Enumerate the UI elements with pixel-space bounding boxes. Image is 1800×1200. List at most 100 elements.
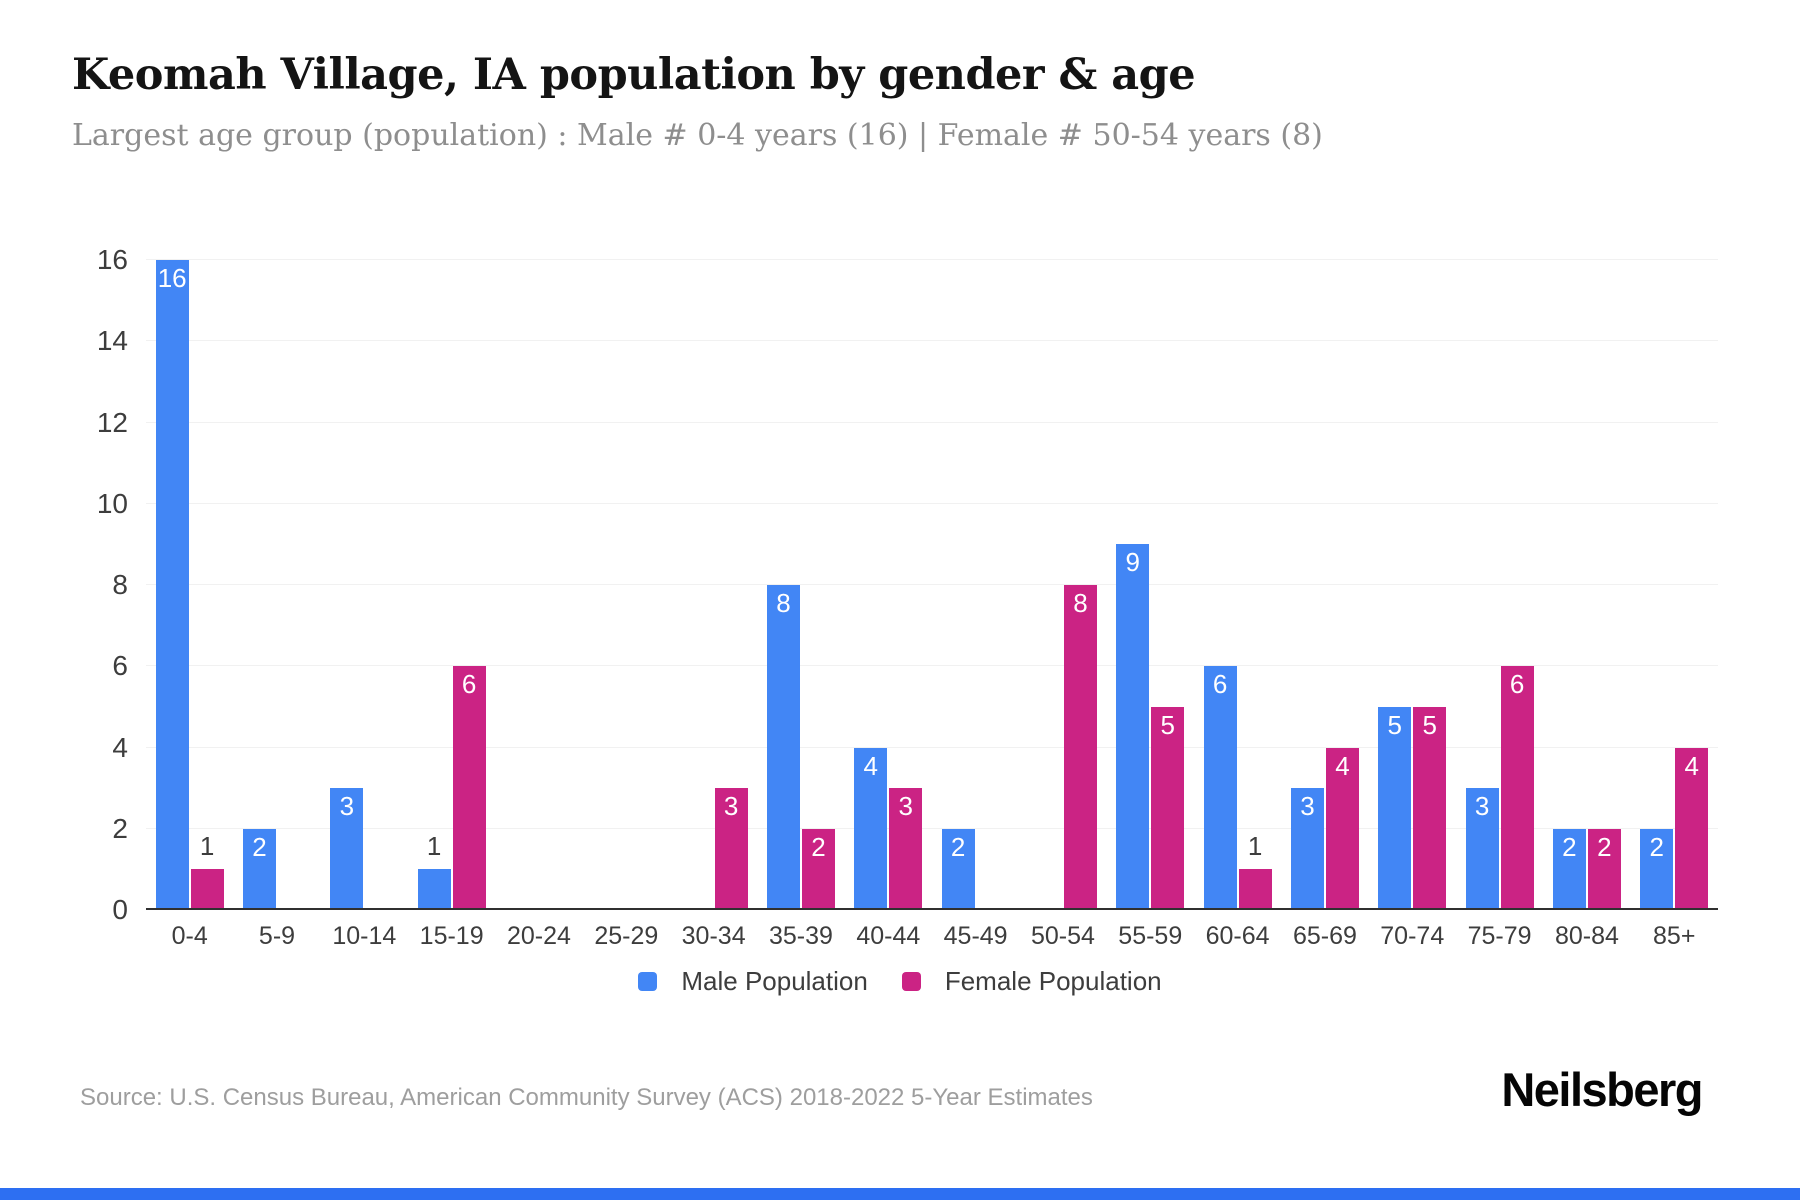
- bar-value-label: 3: [339, 791, 355, 822]
- legend-swatch-icon: [901, 971, 921, 991]
- male-bar-80-84[interactable]: 2: [1552, 828, 1586, 910]
- y-axis-tick-label: 10: [96, 487, 128, 519]
- x-axis-tick-label: 40-44: [856, 922, 921, 950]
- legend-item-female[interactable]: Female Population: [901, 966, 1162, 996]
- female-bar-80-84[interactable]: 2: [1587, 828, 1621, 910]
- bar-group-40-44: 4 3 40-44: [845, 260, 932, 949]
- x-axis-tick-label: 15-19: [419, 922, 484, 950]
- bar-group-80-84: 2 2 80-84: [1543, 260, 1630, 949]
- male-bar-75-79[interactable]: 3: [1465, 788, 1499, 910]
- bar-value-label: 6: [461, 669, 477, 700]
- bar-value-label: 2: [1562, 831, 1577, 862]
- legend-item-male[interactable]: Male Population: [638, 966, 868, 996]
- female-bar-85+[interactable]: 4: [1675, 747, 1709, 910]
- bar-group-20-24: 20-24: [495, 260, 582, 949]
- female-bar-0-4[interactable]: 1: [190, 833, 224, 910]
- bar-value-label: 16: [157, 263, 187, 293]
- bar-value-label: 8: [1073, 588, 1088, 618]
- female-bar-30-34[interactable]: 3: [714, 788, 748, 910]
- male-bar-40-44[interactable]: 4: [854, 747, 888, 910]
- female-bar-75-79[interactable]: 6: [1500, 666, 1534, 910]
- x-axis-tick-label: 65-69: [1292, 922, 1357, 950]
- gridline: [146, 259, 1718, 260]
- bar-group-55-59: 9 5 55-59: [1107, 260, 1194, 949]
- bar-value-label: 4: [1335, 750, 1350, 781]
- bar-group-15-19: 1 6 15-19: [408, 260, 495, 949]
- female-bar-70-74[interactable]: 5: [1413, 706, 1447, 910]
- bar-value-label: 6: [1212, 669, 1228, 700]
- y-axis-tick-label: 8: [112, 569, 128, 600]
- chart-title: Keomah Village, IA population by gender …: [72, 50, 1196, 100]
- male-bar-5-9[interactable]: 2: [242, 828, 276, 910]
- bar-value-label: 1: [199, 831, 215, 862]
- bar-value-label: 3: [1300, 791, 1315, 822]
- male-bar-35-39[interactable]: 8: [766, 585, 800, 910]
- x-axis-tick-label: 25-29: [594, 922, 659, 950]
- x-axis-tick-label: 5-9: [258, 922, 296, 950]
- neilsberg-logo: Neilsberg: [1501, 1063, 1703, 1116]
- y-axis-tick-label: 14: [96, 325, 128, 357]
- plot-area: 16 1 0-4 2 5-9 3 10-14 1 6 15-19 20-24 25-29 3 30-34 8…: [97, 246, 1718, 949]
- bar-group-45-49: 2 45-49: [932, 260, 1019, 949]
- male-bar-10-14[interactable]: 3: [330, 788, 364, 910]
- female-bar-40-44[interactable]: 3: [889, 788, 923, 910]
- female-bar-60-64[interactable]: 1: [1238, 833, 1272, 910]
- bar-value-label: 5: [1387, 709, 1402, 740]
- male-bar-15-19[interactable]: 1: [417, 833, 451, 910]
- male-bar-0-4[interactable]: 16: [155, 260, 189, 910]
- legend-label: Female Population: [944, 966, 1162, 996]
- legend-swatch-icon: [638, 971, 658, 991]
- x-axis-tick-label: 50-54: [1030, 922, 1095, 950]
- bar-value-label: 3: [1474, 791, 1490, 822]
- source-text: Source: U.S. Census Bureau, American Com…: [80, 1084, 1093, 1111]
- male-bar-55-59[interactable]: 9: [1116, 544, 1150, 910]
- bottom-accent-bar: [0, 1188, 1800, 1200]
- bar-group-75-79: 3 6 75-79: [1456, 260, 1543, 949]
- bar-groups: 16 1 0-4 2 5-9 3 10-14 1 6 15-19 20-24 25-29 3 30-34 8…: [146, 260, 1718, 949]
- x-axis-tick-label: 0-4: [171, 922, 208, 950]
- y-axis-tick-label: 6: [112, 650, 128, 682]
- female-bar-55-59[interactable]: 5: [1151, 706, 1185, 910]
- male-bar-60-64[interactable]: 6: [1203, 666, 1237, 910]
- gridline: [146, 421, 1718, 423]
- male-bar-45-49[interactable]: 2: [941, 828, 975, 910]
- bar-value-label: 1: [1247, 831, 1263, 862]
- x-axis-tick-label: 35-39: [768, 922, 833, 950]
- bar-group-30-34: 3 30-34: [670, 260, 757, 949]
- bar-value-label: 3: [723, 791, 739, 822]
- female-bar-35-39[interactable]: 2: [801, 828, 835, 910]
- male-bar-85+[interactable]: 2: [1640, 828, 1674, 910]
- male-bar-70-74[interactable]: 5: [1378, 706, 1412, 910]
- x-axis-tick-label: 70-74: [1380, 922, 1445, 950]
- x-axis-tick-label: 85+: [1653, 922, 1696, 950]
- bar-group-35-39: 8 2 35-39: [757, 260, 844, 949]
- legend-label: Male Population: [681, 966, 868, 996]
- male-bar-65-69[interactable]: 3: [1290, 788, 1324, 910]
- bar-group-5-9: 2 5-9: [233, 260, 320, 949]
- female-bar-50-54[interactable]: 8: [1063, 585, 1097, 910]
- bar-group-70-74: 5 5 70-74: [1369, 260, 1456, 949]
- legend: Male Population Female Population: [0, 968, 1800, 994]
- y-axis-tick-label: 0: [112, 894, 128, 925]
- bar-group-85+: 2 4 85+: [1631, 260, 1718, 949]
- y-axis-tick-label: 16: [96, 244, 128, 275]
- gridline: [146, 340, 1718, 342]
- bar-group-60-64: 6 1 60-64: [1194, 260, 1281, 949]
- bar-group-65-69: 3 4 65-69: [1281, 260, 1368, 949]
- y-axis-tick-label: 2: [112, 812, 128, 844]
- female-bar-65-69[interactable]: 4: [1325, 747, 1359, 910]
- chart-subtitle: Largest age group (population) : Male # …: [72, 118, 1323, 153]
- gridline: [146, 827, 1718, 829]
- bar-group-25-29: 25-29: [583, 260, 670, 949]
- x-axis-tick-label: 75-79: [1467, 922, 1532, 950]
- female-bar-15-19[interactable]: 6: [452, 666, 486, 910]
- bar-value-label: 4: [1684, 750, 1699, 781]
- bar-value-label: 2: [252, 831, 267, 862]
- bar-value-label: 9: [1125, 547, 1140, 578]
- bar-value-label: 2: [1597, 831, 1612, 862]
- gridline: [146, 502, 1718, 504]
- bar-value-label: 2: [950, 831, 966, 862]
- x-axis-tick-label: 10-14: [332, 922, 397, 950]
- bar-group-0-4: 16 1 0-4: [146, 260, 233, 949]
